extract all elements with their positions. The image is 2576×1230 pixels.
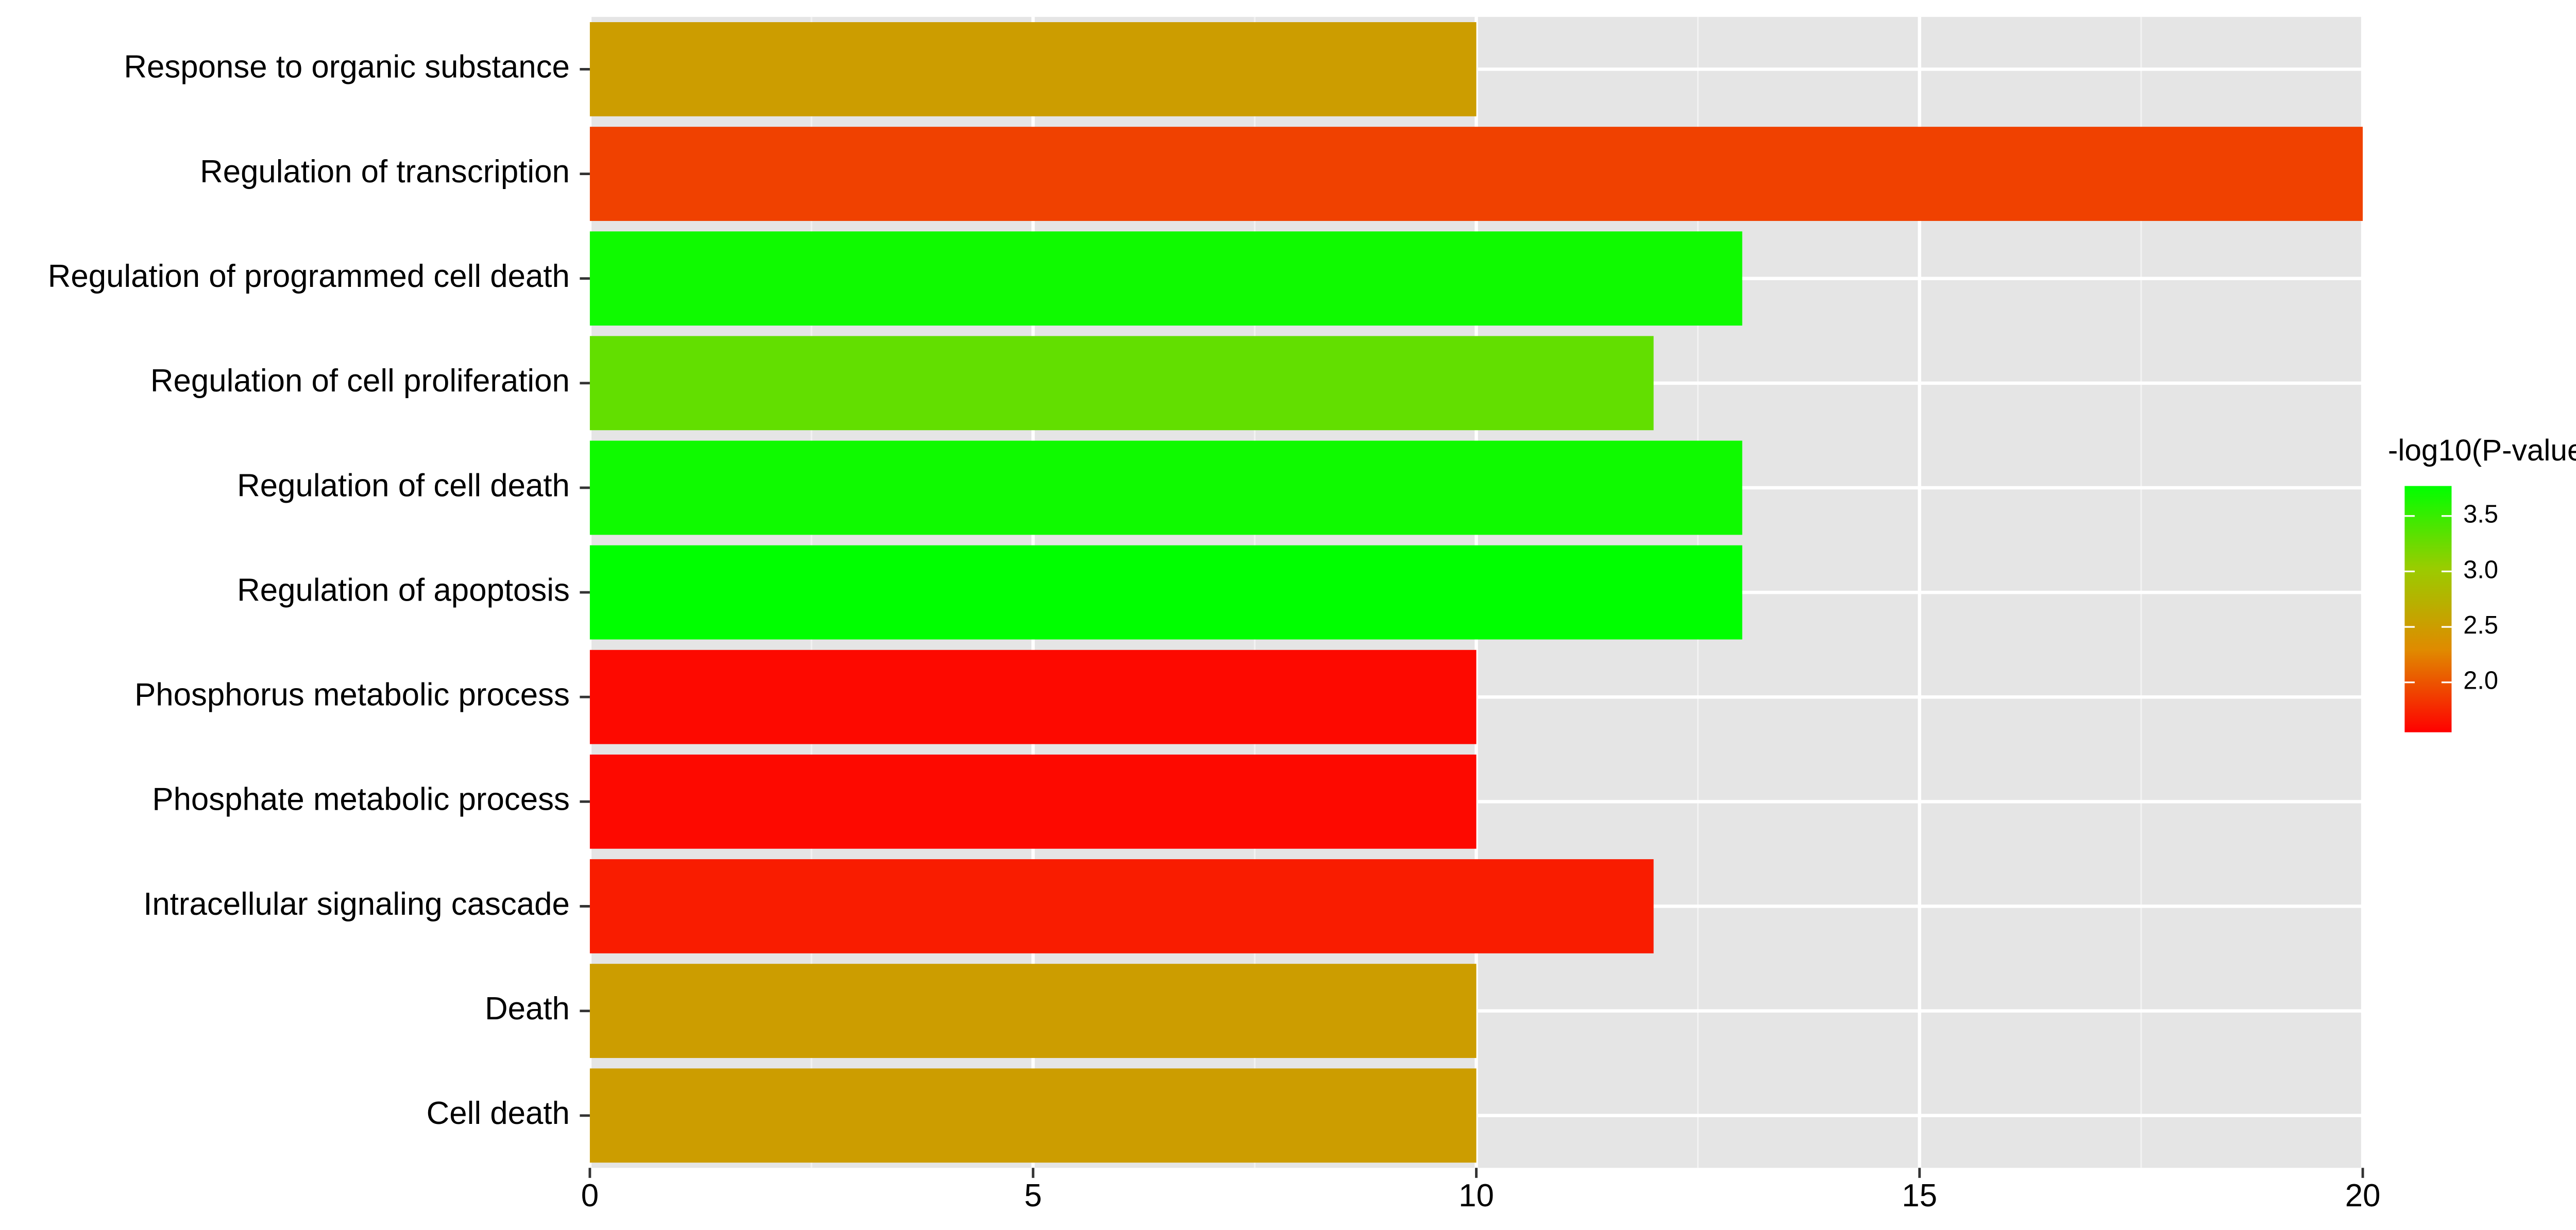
y-tick-label: Regulation of apoptosis xyxy=(237,572,570,608)
colorbar-tick-label: 2.0 xyxy=(2463,667,2498,695)
x-tick-label: 0 xyxy=(581,1178,599,1214)
bar xyxy=(589,964,1477,1058)
bar xyxy=(589,1068,1477,1163)
y-tick-label: Cell death xyxy=(427,1096,570,1131)
x-tick-label: 10 xyxy=(1459,1178,1494,1214)
bar xyxy=(589,754,1477,849)
y-tick-label: Phosphorus metabolic process xyxy=(134,677,570,713)
colorbar-title: -log10(P-value) xyxy=(2388,434,2576,467)
x-tick-label: 15 xyxy=(1902,1178,1937,1214)
bar xyxy=(589,859,1654,953)
y-tick-label: Intracellular signaling cascade xyxy=(143,886,570,922)
bar xyxy=(589,545,1742,640)
x-tick-label: 5 xyxy=(1024,1178,1042,1214)
bar xyxy=(589,336,1654,431)
y-tick-label: Phosphate metabolic process xyxy=(152,782,570,817)
y-tick-label: Death xyxy=(485,991,570,1027)
x-tick-label: 20 xyxy=(2345,1178,2381,1214)
bar xyxy=(589,650,1477,744)
y-tick-label: Regulation of cell death xyxy=(237,468,570,503)
y-tick-label: Regulation of transcription xyxy=(200,154,570,190)
colorbar xyxy=(2404,486,2452,732)
colorbar-tick-label: 3.5 xyxy=(2463,501,2498,528)
y-tick-label: Regulation of cell proliferation xyxy=(150,363,570,399)
bar xyxy=(589,440,1742,535)
y-tick-label: Response to organic substance xyxy=(124,49,569,85)
colorbar-tick-label: 3.0 xyxy=(2463,556,2498,584)
bar xyxy=(589,127,2363,221)
bar xyxy=(589,231,1742,326)
bar xyxy=(589,22,1477,116)
colorbar-tick-label: 2.5 xyxy=(2463,611,2498,639)
y-tick-label: Regulation of programmed cell death xyxy=(48,259,570,294)
